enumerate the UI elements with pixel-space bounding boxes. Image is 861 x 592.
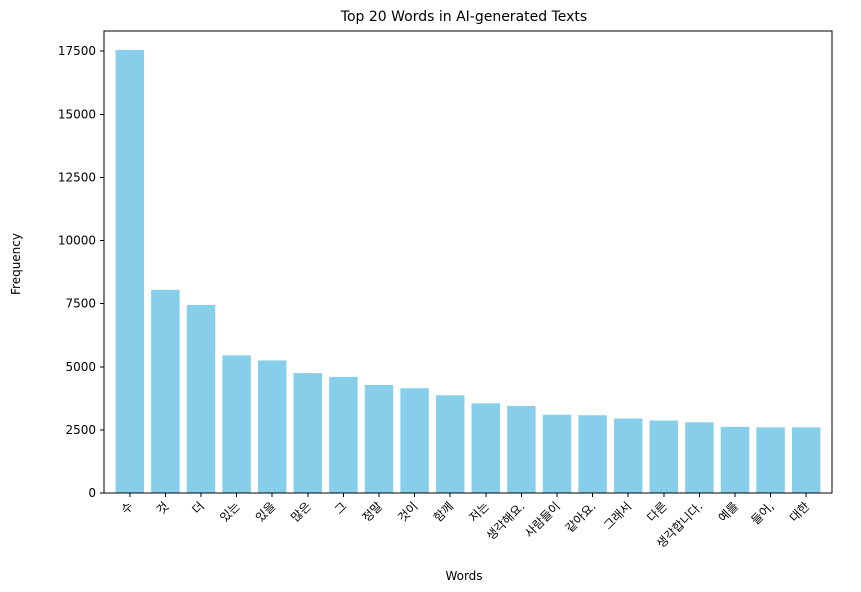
x-tick-label: 같아요.	[563, 499, 599, 535]
bar-12	[507, 405, 536, 493]
y-tick-label: 5000	[65, 360, 96, 374]
x-tick-label: 것이	[395, 499, 421, 525]
x-tick-label: 더	[189, 499, 207, 517]
plot-area: 0 2500 5000 7500 10000 12500 15000 17500 수 것 더 있는 있을…	[58, 30, 833, 551]
bar-20	[791, 427, 821, 493]
x-tick-label: 많은	[288, 499, 314, 525]
bar-11	[471, 403, 501, 493]
chart-title: Top 20 Words in AI-generated Texts	[340, 9, 587, 25]
bar-5	[257, 360, 287, 493]
x-tick-label: 대한	[787, 499, 813, 525]
y-tick-label: 0	[88, 486, 96, 500]
bar-1	[115, 49, 145, 494]
bar-3	[186, 304, 216, 493]
x-tick-label: 그	[332, 499, 350, 517]
bar-9	[400, 388, 429, 493]
x-tick-label: 수	[118, 499, 136, 517]
x-tick-label: 것	[154, 499, 172, 517]
bar-16	[649, 420, 679, 493]
bar-2	[151, 289, 180, 493]
axes-frame	[103, 30, 833, 494]
x-tick-label: 저는	[466, 499, 492, 525]
y-tick-label: 2500	[65, 423, 96, 437]
y-tick-label: 15000	[58, 107, 96, 121]
bar-14	[578, 415, 607, 493]
bar-7	[329, 376, 358, 493]
x-tick-label: 함께	[431, 499, 457, 525]
y-tick-label: 10000	[58, 234, 96, 248]
x-tick-label: 있을	[253, 499, 279, 525]
bar-4	[222, 355, 251, 493]
bar-10	[435, 395, 465, 493]
y-tick-label: 17500	[58, 44, 96, 58]
x-tick-label: 예를	[716, 499, 742, 525]
bar-8	[364, 384, 394, 493]
bar-18	[720, 426, 750, 493]
bar-17	[685, 422, 714, 493]
bar-19	[756, 427, 785, 493]
x-tick-label: 사람들이	[522, 499, 563, 540]
x-axis-title: Words	[445, 569, 482, 583]
y-tick-label: 12500	[58, 170, 96, 184]
x-tick-label: 정말	[360, 499, 386, 525]
x-tick-label: 그래서	[601, 499, 634, 532]
y-axis-title: Frequency	[9, 233, 23, 295]
bar-15	[613, 418, 643, 493]
x-tick-label: 있는	[217, 499, 243, 525]
bar-6	[293, 373, 323, 493]
x-tick-label: 들어,	[749, 499, 777, 527]
x-tick-label: 다른	[644, 499, 670, 525]
x-tick-label: 생각해요.	[484, 499, 528, 543]
y-tick-label: 7500	[65, 297, 96, 311]
bar-13	[542, 414, 572, 493]
